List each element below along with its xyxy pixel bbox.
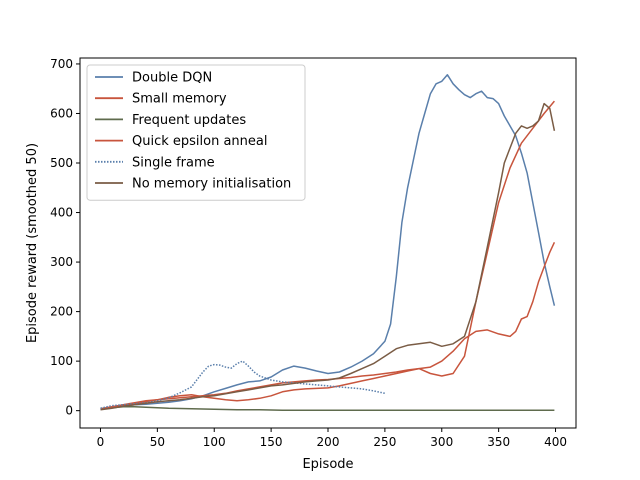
y-axis-ticks: 0 100 200 300 400 500 600 700 — [50, 57, 80, 418]
legend-box — [86, 64, 306, 201]
y-axis-label: Episode reward (smoothed 50) — [25, 143, 40, 343]
series-layer — [100, 74, 556, 411]
x-tick-label: 0 — [97, 435, 105, 449]
y-tick-label: 500 — [50, 156, 73, 170]
y-tick-label: 300 — [50, 255, 73, 269]
series-line-4 — [100, 360, 386, 409]
legend-label-4: Single frame — [132, 155, 215, 170]
y-tick-label: 100 — [50, 354, 73, 368]
series-line-2 — [100, 405, 555, 411]
x-tick-label: 250 — [373, 435, 396, 449]
y-tick-label: 700 — [50, 57, 73, 71]
x-tick-label: 50 — [150, 435, 165, 449]
legend: Double DQN Small memory Frequent updates Qu… — [86, 64, 306, 201]
series-line-1 — [100, 241, 556, 410]
x-tick-label: 150 — [260, 435, 283, 449]
x-tick-label: 300 — [430, 435, 453, 449]
y-tick-label: 0 — [65, 404, 73, 418]
series-line-5 — [100, 102, 556, 411]
legend-label-5: No memory initialisation — [132, 177, 291, 192]
x-tick-label: 200 — [317, 435, 340, 449]
x-axis-label: Episode — [302, 457, 353, 472]
y-tick-label: 400 — [50, 206, 73, 220]
legend-label-0: Double DQN — [132, 71, 212, 86]
y-tick-label: 600 — [50, 106, 73, 120]
x-tick-label: 350 — [487, 435, 510, 449]
legend-label-1: Small memory — [132, 92, 227, 107]
legend-label-3: Quick epsilon anneal — [132, 134, 267, 149]
x-tick-label: 100 — [203, 435, 226, 449]
legend-label-2: Frequent updates — [132, 113, 246, 128]
y-tick-label: 200 — [50, 305, 73, 319]
x-tick-label: 400 — [544, 435, 567, 449]
x-axis-ticks: 0 50 100 150 200 250 300 350 400 — [97, 428, 567, 449]
